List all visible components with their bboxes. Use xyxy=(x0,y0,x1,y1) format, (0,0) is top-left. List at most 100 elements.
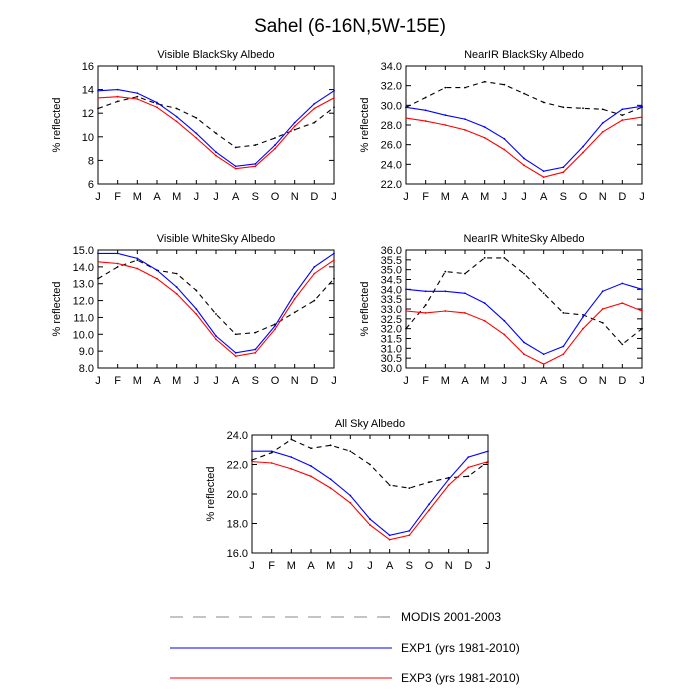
y-tick-label: 33.0 xyxy=(381,304,402,316)
data-point-exp1 xyxy=(428,503,430,506)
data-point-exp3 xyxy=(313,107,316,110)
y-tick-label: 32.0 xyxy=(381,324,402,336)
data-point-exp1 xyxy=(215,335,217,337)
data-point-modis xyxy=(582,107,584,110)
data-point-modis xyxy=(621,114,624,117)
x-tick-label: M xyxy=(133,191,142,203)
y-tick-label: 12.0 xyxy=(73,296,94,308)
data-point-modis xyxy=(405,327,407,330)
data-point-exp3 xyxy=(116,95,119,98)
data-point-exp1 xyxy=(310,465,312,467)
data-point-modis xyxy=(601,321,604,324)
x-tick-label: A xyxy=(540,375,548,387)
data-point-exp3 xyxy=(487,460,489,463)
x-tick-label: S xyxy=(560,375,567,387)
data-point-exp3 xyxy=(195,137,198,139)
data-point-modis xyxy=(195,289,198,292)
data-point-modis xyxy=(136,259,139,262)
y-axis-label: % reflected xyxy=(359,281,371,336)
data-point-exp3 xyxy=(444,310,447,312)
data-point-exp3 xyxy=(156,106,158,109)
data-point-exp1 xyxy=(254,348,257,351)
data-point-modis xyxy=(464,272,466,275)
data-point-exp1 xyxy=(156,269,158,272)
data-point-exp3 xyxy=(582,327,584,330)
data-point-modis xyxy=(313,121,316,124)
y-tick-label: 13.0 xyxy=(73,279,94,291)
data-point-exp3 xyxy=(503,148,506,151)
data-point-modis xyxy=(467,475,470,478)
x-tick-label: J xyxy=(194,375,200,387)
data-point-exp1 xyxy=(503,319,506,322)
x-tick-label: S xyxy=(252,375,259,387)
x-tick-label: A xyxy=(307,560,315,572)
data-point-modis xyxy=(424,304,427,306)
data-point-modis xyxy=(215,313,217,315)
data-point-exp3 xyxy=(333,96,335,99)
data-point-exp3 xyxy=(523,353,525,356)
x-tick-label: S xyxy=(406,560,413,572)
data-point-modis xyxy=(464,86,466,89)
data-point-modis xyxy=(349,450,352,453)
x-tick-label: J xyxy=(403,375,409,387)
data-point-modis xyxy=(388,484,391,487)
data-point-modis xyxy=(333,277,335,280)
data-point-exp1 xyxy=(274,324,276,327)
data-point-exp3 xyxy=(641,310,643,312)
data-point-modis xyxy=(116,265,119,268)
series-line-exp1 xyxy=(405,105,643,172)
y-tick-label: 35.5 xyxy=(381,255,402,267)
data-point-modis xyxy=(408,487,411,489)
data-point-exp1 xyxy=(444,290,447,293)
data-point-exp3 xyxy=(290,468,293,470)
data-point-exp3 xyxy=(483,136,486,139)
y-tick-label: 8 xyxy=(88,155,94,167)
data-point-modis xyxy=(175,107,178,110)
x-tick-label: F xyxy=(114,191,121,203)
data-point-exp3 xyxy=(523,164,525,167)
data-point-exp3 xyxy=(274,147,276,150)
data-point-modis xyxy=(234,333,237,336)
x-tick-label: J xyxy=(485,560,491,572)
data-point-exp1 xyxy=(234,165,237,168)
series-line-exp3 xyxy=(97,259,335,357)
data-point-exp3 xyxy=(582,151,584,154)
x-tick-label: J xyxy=(331,191,337,203)
x-tick-label: O xyxy=(425,560,434,572)
data-point-exp1 xyxy=(329,478,332,481)
data-point-exp3 xyxy=(428,509,430,512)
data-point-exp1 xyxy=(349,494,352,497)
data-point-exp1 xyxy=(562,345,565,348)
x-tick-label: J xyxy=(348,560,354,572)
y-tick-label: 11.0 xyxy=(73,312,94,324)
x-tick-label: A xyxy=(386,560,394,572)
data-point-exp3 xyxy=(369,524,371,526)
data-point-modis xyxy=(428,481,430,484)
x-tick-label: M xyxy=(172,375,181,387)
x-tick-label: A xyxy=(461,375,469,387)
x-tick-label: D xyxy=(618,375,626,387)
y-tick-label: 10 xyxy=(82,132,94,144)
data-point-exp1 xyxy=(641,288,643,291)
data-point-modis xyxy=(542,101,545,104)
plot-frame xyxy=(97,65,335,185)
data-point-modis xyxy=(251,459,253,461)
data-point-exp1 xyxy=(116,252,119,255)
data-point-exp3 xyxy=(254,351,257,354)
data-point-exp1 xyxy=(234,351,237,354)
data-point-exp3 xyxy=(156,277,158,280)
data-point-exp3 xyxy=(293,297,296,300)
data-point-modis xyxy=(313,299,316,302)
data-point-exp3 xyxy=(136,98,139,100)
data-point-exp1 xyxy=(388,534,391,537)
data-point-exp1 xyxy=(405,106,407,109)
data-point-modis xyxy=(333,106,335,109)
figure-title: Sahel (6-16N,5W-15E) xyxy=(254,16,446,37)
data-point-exp3 xyxy=(175,120,178,123)
panel-title: All Sky Albedo xyxy=(335,418,405,430)
data-point-exp1 xyxy=(195,308,198,310)
data-point-modis xyxy=(369,463,371,466)
data-point-exp3 xyxy=(542,363,545,365)
data-point-exp1 xyxy=(601,290,604,293)
